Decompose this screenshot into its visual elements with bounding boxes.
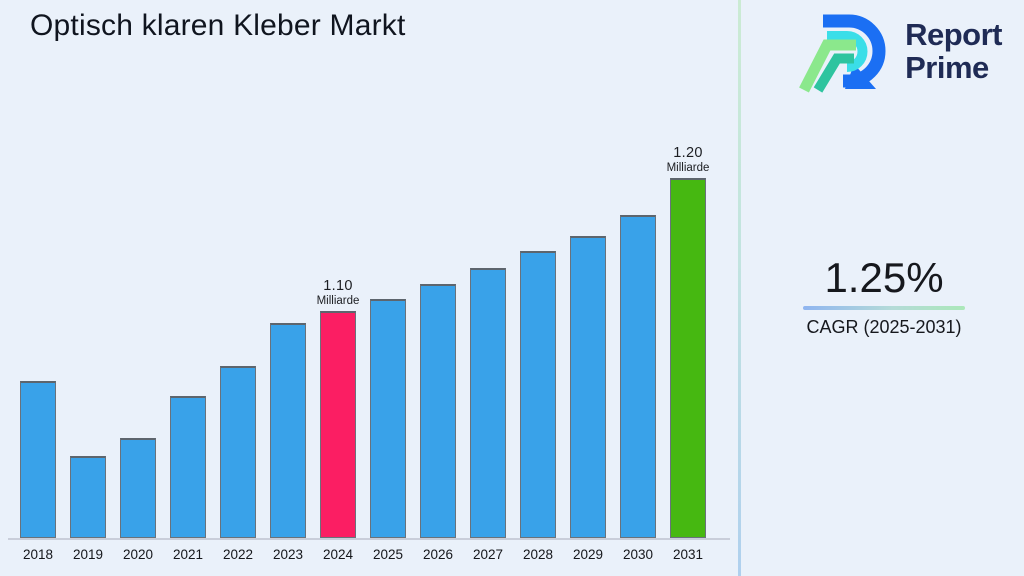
bar-slot xyxy=(170,396,206,538)
cagr-underline xyxy=(803,306,965,311)
bar-2024 xyxy=(320,311,356,538)
bar-2022 xyxy=(220,366,256,538)
annotation-value: 1.20 xyxy=(673,145,703,161)
bar-2030 xyxy=(620,215,656,538)
logo-word-report: Report xyxy=(905,16,1002,52)
bar-slot: 1.20 Milliarde xyxy=(667,145,709,538)
bar-slot xyxy=(20,381,56,538)
plot-area: 1.10 Milliarde 1.20 Milliarde xyxy=(8,70,730,540)
bar-annotation-2031: 1.20 Milliarde xyxy=(667,145,710,174)
x-axis-label-2021: 2021 xyxy=(172,547,204,562)
bar-2027 xyxy=(470,268,506,538)
bar-slot xyxy=(470,268,506,538)
annotation-unit: Milliarde xyxy=(316,295,360,307)
x-axis-label-2027: 2027 xyxy=(472,547,504,562)
bar-2019 xyxy=(70,456,106,538)
x-axis-label-2020: 2020 xyxy=(122,547,154,562)
logo-word-prime: Prime xyxy=(905,50,989,85)
x-axis-label-2023: 2023 xyxy=(272,547,304,562)
bar-2029 xyxy=(570,236,606,538)
bar-2023 xyxy=(270,323,306,538)
bar-slot xyxy=(220,366,256,538)
bar-2020 xyxy=(120,438,156,538)
bar-slot xyxy=(620,215,656,538)
bar-chart: 1.10 Milliarde 1.20 Milliarde 2018 2019 2020 2… xyxy=(8,70,730,576)
report-prime-logo: Report Prime xyxy=(799,6,1002,96)
cagr-panel: 1.25% CAGR (2025-2031) xyxy=(792,254,976,338)
annotation-unit: Milliarde xyxy=(666,162,710,174)
x-axis-label-2030: 2030 xyxy=(622,547,654,562)
bar-2021 xyxy=(170,396,206,538)
x-axis-label-2022: 2022 xyxy=(222,547,254,562)
x-axis-label-2024: 2024 xyxy=(322,547,354,562)
bar-2025 xyxy=(370,299,406,538)
annotation-value: 1.10 xyxy=(323,278,353,294)
bar-slot xyxy=(70,456,106,538)
cagr-label: CAGR (2025-2031) xyxy=(806,317,962,338)
bar-slot xyxy=(120,438,156,538)
report-prime-logo-icon xyxy=(799,14,886,93)
x-axis-label-2025: 2025 xyxy=(372,547,404,562)
bar-slot xyxy=(270,323,306,538)
x-axis-label-2019: 2019 xyxy=(72,547,104,562)
x-axis-label-2029: 2029 xyxy=(572,547,604,562)
panel-divider xyxy=(738,0,741,576)
bar-2026 xyxy=(420,284,456,538)
x-axis-label-2031: 2031 xyxy=(672,547,704,562)
x-axis-label-2026: 2026 xyxy=(422,547,454,562)
bar-slot: 1.10 Milliarde xyxy=(317,278,359,538)
bar-2031 xyxy=(670,178,706,538)
x-axis-label-2018: 2018 xyxy=(22,547,54,562)
bar-slot xyxy=(370,299,406,538)
bar-slot xyxy=(570,236,606,538)
bar-2018 xyxy=(20,381,56,538)
bar-annotation-2024: 1.10 Milliarde xyxy=(317,278,360,307)
cagr-value: 1.25% xyxy=(824,254,944,301)
x-axis-labels: 2018 2019 2020 2021 2022 2023 2024 2025 2026 2027… xyxy=(8,547,730,576)
report-prime-wordmark: Report Prime xyxy=(905,16,1002,85)
bar-slot xyxy=(420,284,456,538)
page-title: Optisch klaren Kleber Markt xyxy=(30,9,406,42)
bar-2028 xyxy=(520,251,556,538)
x-axis-label-2028: 2028 xyxy=(522,547,554,562)
bar-slot xyxy=(520,251,556,538)
